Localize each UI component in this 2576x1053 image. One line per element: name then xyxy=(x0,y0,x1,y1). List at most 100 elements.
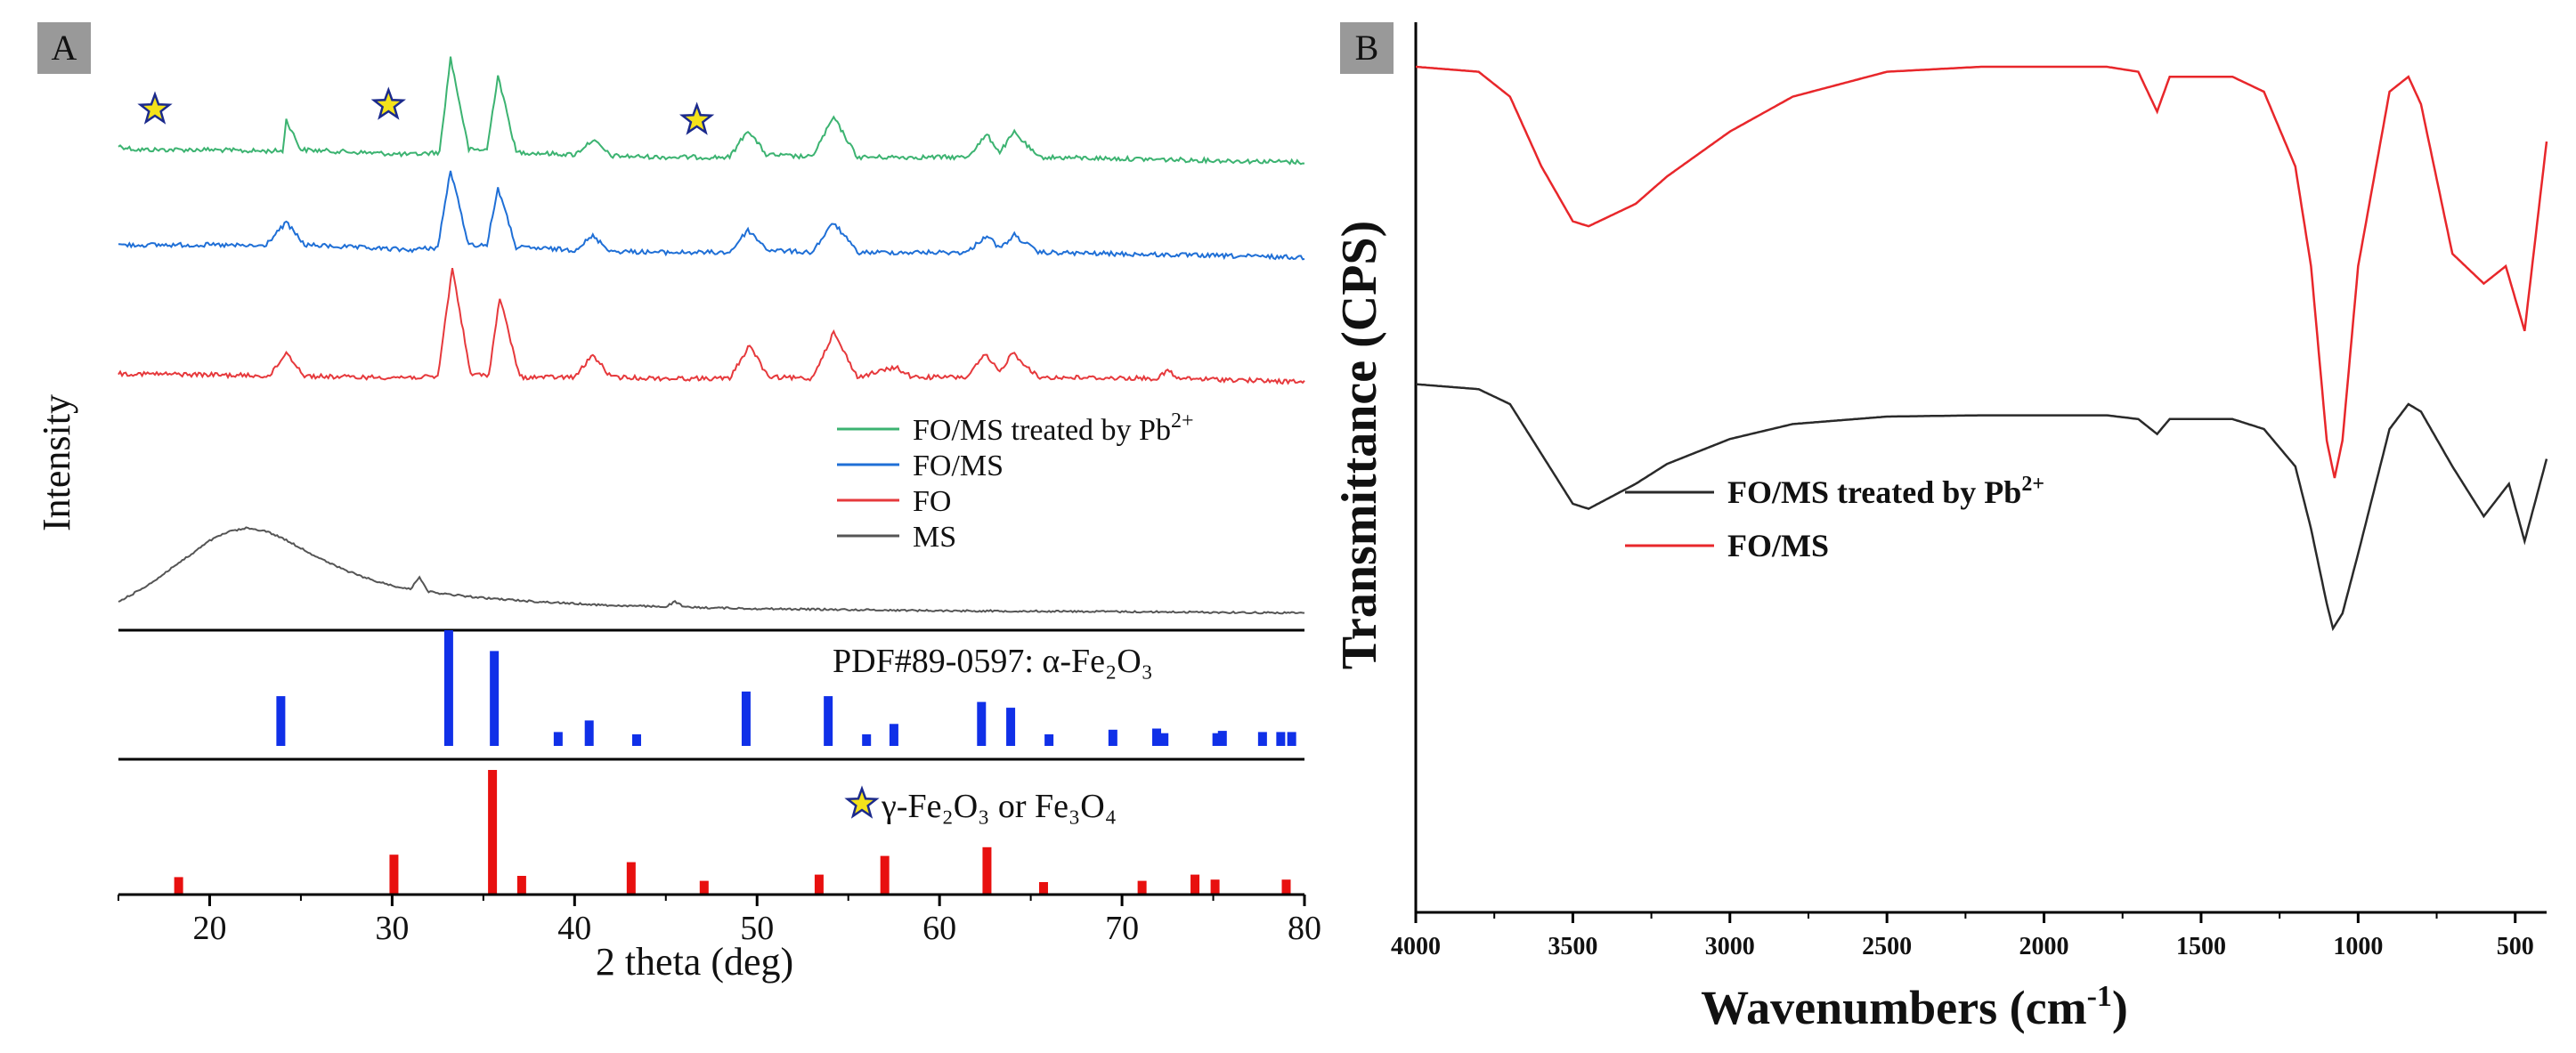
a-pdf-bar xyxy=(584,720,594,746)
a-pdf-bar xyxy=(1217,731,1227,746)
a-pdf-bar xyxy=(1212,733,1222,746)
a-pdf-bar xyxy=(1159,733,1169,746)
a-legend-label: FO xyxy=(913,485,951,518)
b-x-label-main: Wavenumbers (cm xyxy=(1701,981,2086,1034)
a-gamma-bar xyxy=(389,855,399,895)
a-gamma-bar xyxy=(1038,882,1048,895)
a-x-tick-label: 30 xyxy=(375,910,409,947)
a-gamma-bar xyxy=(982,846,992,895)
a-series-0-line xyxy=(118,56,1305,166)
a-gamma-bars xyxy=(174,770,1291,895)
a-pdf-bar xyxy=(977,701,987,746)
a-x-label: 2 theta (deg) xyxy=(596,940,793,984)
a-gamma-bar xyxy=(1210,879,1220,895)
a-legend-sup: 2+ xyxy=(1171,409,1194,433)
b-x-tick-label: 1500 xyxy=(2176,933,2226,960)
a-legend-text: MS xyxy=(913,521,956,554)
a-x-tick-label: 70 xyxy=(1105,910,1139,947)
a-star-marker-icon xyxy=(137,91,173,125)
panel-a-label: A xyxy=(52,28,77,68)
a-pdf-bar xyxy=(1257,732,1267,746)
b-x-tick-label: 2000 xyxy=(2019,933,2069,960)
b-x-label-sup: -1 xyxy=(2087,980,2112,1013)
a-x-tick-label: 40 xyxy=(557,910,591,947)
b-legend-text: FO/MS xyxy=(1727,528,1829,563)
a-series-3-line xyxy=(118,526,1305,615)
b-x-tick-label: 3500 xyxy=(1548,933,1597,960)
a-pdf-bar xyxy=(862,734,872,746)
a-pdf-bar xyxy=(1276,732,1286,746)
a-legend-label: MS xyxy=(913,521,956,554)
a-pdf-bars xyxy=(276,630,1296,746)
a-legend-text: FO xyxy=(913,485,951,518)
b-x-label-close: ) xyxy=(2112,981,2128,1034)
a-x-tick-label: 50 xyxy=(740,910,774,947)
a-gamma-bar xyxy=(626,862,636,895)
a-series-2-line xyxy=(118,268,1305,385)
a-gamma-label: γ-Fe₂O₃ or Fe₃O₄ xyxy=(881,788,1117,825)
panel-a-badge xyxy=(37,22,91,74)
a-x-ticks: 20 30 40 50 60 70 80 xyxy=(118,895,1321,947)
panel-b: B FO/MS treated by Pb2+ FO/MS 4000 3500 300… xyxy=(1332,22,2548,1034)
a-x-tick-label: 60 xyxy=(922,910,956,947)
b-plot xyxy=(1415,65,2548,632)
b-x-tick-label: 4000 xyxy=(1391,933,1441,960)
b-x-tick-label: 1000 xyxy=(2333,933,2383,960)
a-gamma-bar xyxy=(174,877,183,895)
b-x-ticks: 4000 3500 3000 2500 2000 1500 1000 500 xyxy=(1391,912,2534,960)
a-gamma-bar xyxy=(880,855,890,895)
a-pdf-bar xyxy=(741,691,751,746)
a-x-tick-label: 80 xyxy=(1288,910,1321,947)
b-x-tick-label: 3000 xyxy=(1705,933,1755,960)
a-pdf-bar xyxy=(490,651,500,746)
a-y-label: Intensity xyxy=(35,394,78,531)
a-pdf-bar xyxy=(824,696,833,746)
panel-b-label: B xyxy=(1355,28,1379,68)
a-pdf-bar xyxy=(1108,729,1117,746)
a-pdf-label: PDF#89-0597: α-Fe₂O₃ xyxy=(833,643,1153,680)
b-legend: FO/MS treated by Pb2+ FO/MS xyxy=(1625,473,2044,563)
panel-b-badge xyxy=(1340,22,1394,74)
a-gamma-bar xyxy=(1190,874,1200,895)
a-pdf-bar xyxy=(1152,728,1162,746)
a-series-1-line xyxy=(118,170,1305,261)
a-gamma-bar xyxy=(516,876,526,895)
a-pdf-bar xyxy=(553,732,563,746)
b-legend-text: FO/MS treated by Pb xyxy=(1727,474,2021,510)
b-y-label: Transmittance (CPS) xyxy=(1332,221,1387,669)
a-x-tick-label: 20 xyxy=(192,910,226,947)
a-gamma-bar xyxy=(1137,880,1147,895)
a-star-marker-icon xyxy=(370,86,406,120)
a-legend-label: FO/MS treated by Pb2+ xyxy=(913,409,1194,447)
a-pdf-bar xyxy=(443,630,453,746)
b-legend-sup: 2+ xyxy=(2021,473,2044,496)
gamma-star-icon xyxy=(844,785,880,819)
a-gamma-bar xyxy=(699,880,709,895)
b-legend-label: FO/MS xyxy=(1727,528,1829,563)
b-legend-label: FO/MS treated by Pb2+ xyxy=(1727,473,2044,510)
b-series-0-line xyxy=(1415,383,2548,632)
a-pdf-bar xyxy=(1287,732,1296,746)
a-gamma-bar xyxy=(814,874,824,895)
a-gamma-bar xyxy=(1281,879,1291,895)
b-series-1-line xyxy=(1415,65,2548,479)
a-pdf-bar xyxy=(1006,708,1016,746)
a-star-markers xyxy=(137,86,715,135)
a-star-marker-icon xyxy=(679,101,715,135)
a-legend-label: FO/MS xyxy=(913,450,1004,482)
b-x-tick-label: 2500 xyxy=(1862,933,1912,960)
a-gamma-legend: γ-Fe₂O₃ or Fe₃O₄ xyxy=(844,785,1117,825)
b-x-label: Wavenumbers (cm-1) xyxy=(1701,980,2128,1034)
a-pdf-bar xyxy=(889,724,898,746)
a-pdf-bar xyxy=(1044,734,1054,746)
a-main-plot xyxy=(118,56,1305,615)
a-pdf-bar xyxy=(631,734,641,746)
a-legend-text: FO/MS xyxy=(913,450,1004,482)
a-pdf-bar xyxy=(276,696,286,746)
a-gamma-bar xyxy=(488,770,498,895)
a-legend-text: FO/MS treated by Pb xyxy=(913,414,1171,447)
b-x-tick-label: 500 xyxy=(2497,933,2534,960)
